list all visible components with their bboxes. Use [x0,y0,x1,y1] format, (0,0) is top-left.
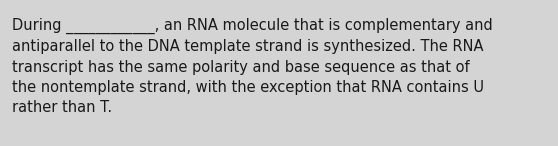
Text: During ____________, an RNA molecule that is complementary and
antiparallel to t: During ____________, an RNA molecule tha… [12,18,493,115]
